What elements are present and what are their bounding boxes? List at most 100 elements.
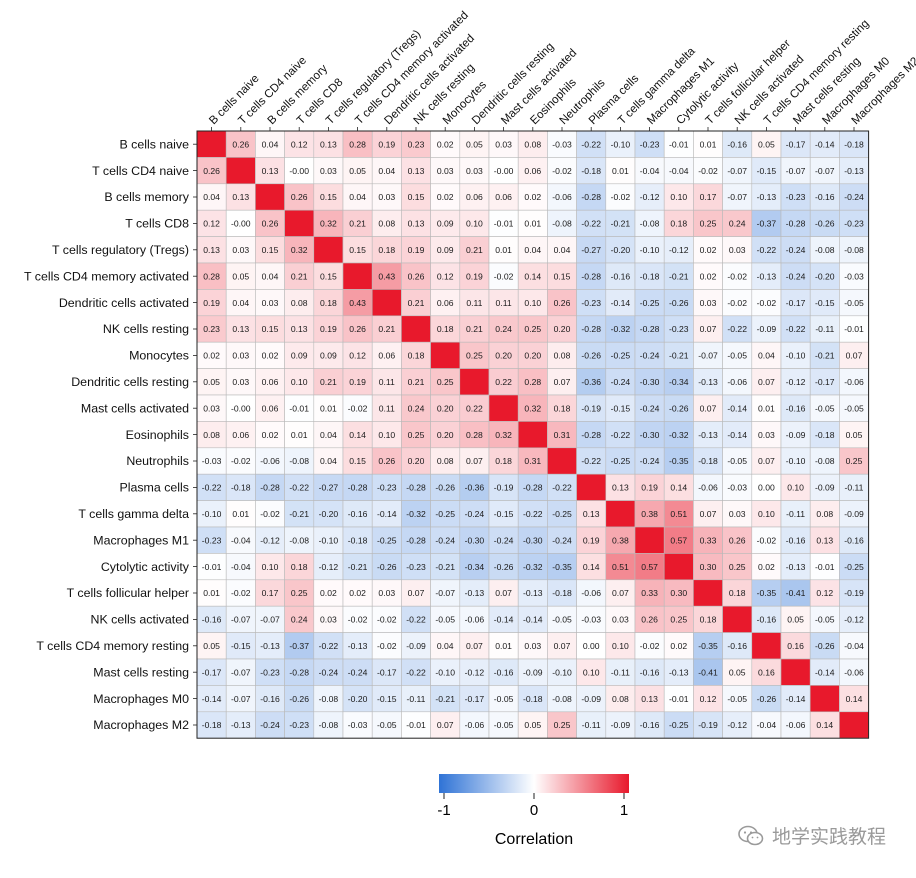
heatmap-cell-value: -0.23 [406, 562, 426, 572]
row-label: T cells CD4 naive [92, 164, 189, 178]
heatmap-cell-value: 0.09 [437, 219, 454, 229]
heatmap-cell-value: 0.33 [641, 588, 658, 598]
heatmap-cell [225, 526, 256, 554]
heatmap-cell-value: -0.08 [640, 219, 660, 229]
heatmap-cell-value: 0.18 [729, 588, 746, 598]
heatmap-cell-value: 0.04 [758, 351, 775, 361]
heatmap-cell [371, 605, 402, 633]
heatmap-cell [693, 130, 723, 158]
heatmap-cell-value: 0.02 [758, 562, 775, 572]
heatmap-cell [342, 209, 373, 237]
heatmap-cell [313, 157, 344, 185]
heatmap-cell [517, 289, 548, 317]
heatmap-cell-value: -0.25 [552, 509, 572, 519]
heatmap-cell-value: -0.16 [348, 509, 368, 519]
heatmap-cell-value: 0.18 [320, 298, 337, 308]
heatmap-cell-value: -0.20 [611, 245, 631, 255]
heatmap-cell-value: -0.24 [640, 351, 660, 361]
heatmap-cell [401, 183, 431, 211]
row-label: Monocytes [129, 349, 189, 363]
heatmap-cell-value: 0.08 [524, 139, 541, 149]
heatmap-cell-value: -0.28 [786, 219, 806, 229]
heatmap-cell-value: 0.21 [466, 324, 483, 334]
heatmap-cell-value: 0.11 [496, 298, 512, 308]
heatmap-cell [517, 553, 548, 581]
heatmap-cell [371, 368, 402, 396]
heatmap-cell [371, 183, 402, 211]
heatmap-cell-value: -0.28 [406, 483, 426, 493]
heatmap-cell-value: -0.22 [581, 219, 601, 229]
heatmap-cell-value: -0.14 [202, 694, 222, 704]
heatmap-cell-value: -0.20 [319, 509, 339, 519]
heatmap-cell [401, 447, 431, 475]
heatmap-cell-value: 0.05 [203, 641, 220, 651]
heatmap-cell [196, 473, 227, 501]
heatmap-cell-value: -0.05 [494, 694, 514, 704]
heatmap-cell [401, 236, 431, 264]
heatmap-cell-value: -0.26 [289, 694, 309, 704]
heatmap-cell-value: 0.04 [320, 456, 337, 466]
heatmap-cell-value: -0.22 [757, 245, 777, 255]
heatmap-cell-value: -0.14 [727, 430, 747, 440]
heatmap-cell [517, 236, 548, 264]
heatmap-cell-value: -0.15 [377, 694, 397, 704]
heatmap-cell-value: -0.21 [815, 351, 835, 361]
row-label: T cells follicular helper [67, 586, 189, 600]
heatmap-cell-value: -0.11 [407, 694, 426, 704]
heatmap-cell-value: -0.16 [260, 694, 280, 704]
heatmap-cell-value: 0.26 [232, 139, 249, 149]
heatmap-cell-value: -0.18 [348, 535, 368, 545]
heatmap-cell [313, 262, 344, 290]
heatmap-cell [663, 315, 694, 343]
heatmap-cell-value: -0.23 [786, 192, 806, 202]
heatmap-cell-value: 0.13 [232, 192, 249, 202]
row-label: B cells naive [119, 137, 189, 151]
heatmap-cell [605, 632, 636, 660]
heatmap-cell [488, 421, 519, 449]
heatmap-cell [430, 183, 461, 211]
heatmap-cell [547, 579, 577, 607]
heatmap-cell-value: -0.10 [640, 245, 660, 255]
heatmap-cell [196, 130, 227, 158]
heatmap-cell [605, 473, 636, 501]
heatmap-cell [371, 553, 402, 581]
heatmap-cell-value: -0.05 [815, 615, 835, 625]
heatmap-cell-value: -0.26 [494, 562, 514, 572]
heatmap-cell-value: 0.26 [408, 271, 425, 281]
heatmap-cell-value: 0.14 [583, 562, 600, 572]
heatmap-cell-value: -0.26 [815, 641, 835, 651]
heatmap-cell [663, 711, 694, 739]
heatmap-cell [809, 289, 840, 317]
heatmap-cell-value: -0.18 [844, 139, 864, 149]
heatmap-cell-value: -0.12 [640, 192, 660, 202]
heatmap-cell-value: 0.08 [612, 694, 629, 704]
heatmap-cell-value: -0.02 [231, 588, 251, 598]
heatmap-cell-value: 0.05 [846, 430, 863, 440]
heatmap-cell [547, 685, 577, 713]
heatmap-cell-value: 0.08 [203, 430, 220, 440]
heatmap-cell [196, 289, 227, 317]
heatmap-cell-value: 0.16 [787, 641, 804, 651]
heatmap-cell-value: 0.26 [291, 192, 308, 202]
heatmap-cell-value: -0.17 [202, 667, 222, 677]
heatmap-cell-value: 0.02 [203, 351, 220, 361]
heatmap-cell [430, 447, 461, 475]
heatmap-cell [196, 685, 227, 713]
heatmap-cell [488, 289, 519, 317]
heatmap-cell-value: -0.16 [640, 667, 660, 677]
heatmap-cell-value: 0.05 [729, 667, 746, 677]
heatmap-cell [284, 394, 315, 422]
heatmap-cell [547, 447, 577, 475]
heatmap-cell-value: 0.01 [700, 139, 717, 149]
heatmap-cell [751, 236, 782, 264]
heatmap-cell [722, 394, 753, 422]
heatmap-cell [430, 262, 461, 290]
heatmap-cell-value: -0.26 [669, 298, 689, 308]
heatmap-cell-value: -0.13 [260, 641, 280, 651]
heatmap-cell [196, 658, 227, 686]
legend-title: Correlation [495, 831, 573, 848]
heatmap-cell-value: 0.33 [700, 535, 717, 545]
heatmap-cell [722, 209, 753, 237]
heatmap-cell-value: -0.08 [815, 456, 835, 466]
heatmap-cell [430, 473, 461, 501]
